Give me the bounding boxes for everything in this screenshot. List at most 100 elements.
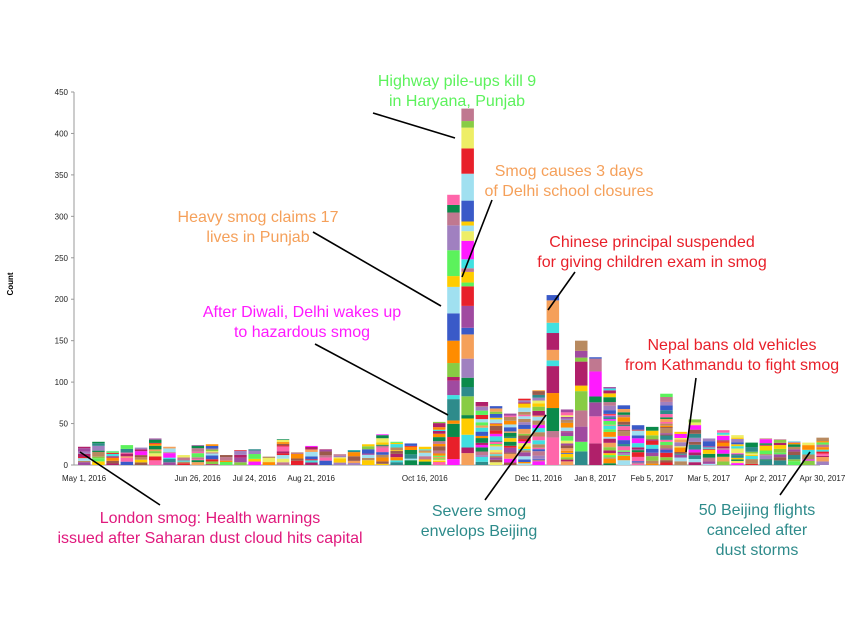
bar — [404, 443, 418, 465]
bar-segment — [532, 394, 545, 398]
bar-segment — [802, 449, 815, 455]
bar-segment — [149, 449, 162, 452]
bar-segment — [773, 460, 787, 465]
annotation-line: Severe smog — [431, 503, 527, 520]
x-tick-label: Apr 2, 2017 — [745, 474, 787, 483]
bar-segment — [603, 447, 616, 451]
bar-segment — [532, 403, 545, 407]
bar-segment — [688, 441, 702, 445]
bar-segment — [291, 458, 304, 461]
bar-segment — [461, 377, 474, 388]
bar-segment — [560, 418, 574, 420]
bar-segment — [617, 453, 631, 455]
bar — [291, 452, 304, 465]
bar-segment — [546, 300, 560, 323]
bar-segment — [688, 433, 702, 438]
bar-segment — [461, 231, 474, 241]
bar-segment — [532, 432, 545, 437]
annotation: London smog: Health warnings issued after… — [57, 509, 362, 549]
bar-segment — [560, 453, 574, 458]
bar-segment — [276, 445, 290, 447]
y-axis: 0 50 100 150 200 250 300 350 400 450 — [55, 88, 75, 470]
bar-segment — [560, 459, 574, 462]
bar-segment — [546, 408, 560, 432]
bar-segment — [461, 434, 474, 448]
bar-segment — [163, 448, 176, 453]
bar-segment — [376, 438, 389, 443]
bar-segment — [191, 445, 205, 446]
bar-segment — [603, 413, 616, 415]
bar-segment — [92, 443, 105, 446]
bar-segment — [660, 445, 673, 449]
bar-segment — [631, 443, 645, 448]
bar-segment — [191, 462, 205, 465]
bar — [560, 409, 574, 465]
bar-segment — [816, 451, 829, 454]
bar-segment — [532, 416, 545, 421]
annotation-leader-line — [547, 271, 576, 311]
bar-segment — [106, 456, 119, 458]
bar — [702, 438, 716, 465]
bar — [617, 405, 631, 465]
bar-segment — [717, 453, 730, 457]
bar-segment — [475, 438, 489, 443]
annotation-leader-line — [314, 343, 449, 416]
bar-segment — [660, 462, 673, 465]
bar-segment — [603, 424, 616, 426]
bar-segment — [433, 443, 446, 447]
bar-segment — [461, 358, 474, 378]
bar — [717, 430, 730, 465]
bar-segment — [702, 461, 716, 464]
bar-segment — [660, 448, 673, 450]
bar-segment — [347, 460, 361, 464]
bar-segment — [376, 445, 389, 448]
bar-segment — [603, 450, 616, 454]
annotation-leaders — [79, 112, 811, 506]
bar-segment — [390, 450, 403, 452]
bar-segment — [631, 438, 645, 444]
bar-segment — [603, 436, 616, 439]
bar-segment — [489, 444, 503, 446]
bar-segment — [475, 447, 489, 452]
bar-segment — [205, 455, 219, 460]
bar-segment — [404, 443, 418, 446]
bar — [489, 406, 503, 465]
bar-segment — [688, 444, 702, 450]
bar-segment — [390, 451, 403, 454]
bar-segment — [433, 431, 446, 434]
bar-segment — [603, 438, 616, 443]
bar-segment — [617, 454, 631, 456]
bar-segment — [631, 429, 645, 431]
bar-segment — [461, 108, 474, 122]
annotation: 50 Beijing flights canceled after dust sto… — [699, 501, 816, 561]
bar-segment — [504, 445, 517, 448]
bar-segment — [404, 446, 418, 451]
bar — [518, 398, 531, 465]
bar-segment — [603, 417, 616, 420]
bar-segment — [220, 455, 233, 458]
bar-segment — [447, 420, 460, 424]
bar-segment — [773, 439, 787, 443]
bar — [759, 438, 773, 465]
bar-segment — [376, 444, 389, 446]
bar-segment — [276, 451, 290, 454]
annotation-leader-line — [372, 112, 456, 139]
bar-segment — [688, 429, 702, 434]
bar-segment — [631, 425, 645, 430]
bar — [418, 446, 432, 465]
bar-segment — [78, 462, 91, 465]
bar-segment — [149, 438, 162, 440]
bar-segment — [489, 459, 503, 463]
annotation: Smog causes 3 days of Delhi school closur… — [485, 162, 654, 202]
bar-segment — [560, 443, 574, 446]
bar-segment — [106, 457, 119, 461]
bar-segment — [120, 457, 134, 462]
x-tick-label: Jun 26, 2016 — [174, 474, 221, 483]
bar-segment — [731, 455, 744, 458]
bar-segment — [674, 442, 687, 447]
bar-segment — [674, 439, 687, 443]
bar-segment — [447, 377, 460, 381]
bar-segment — [390, 453, 403, 458]
bar-segment — [447, 395, 460, 400]
bar-segment — [276, 446, 290, 452]
